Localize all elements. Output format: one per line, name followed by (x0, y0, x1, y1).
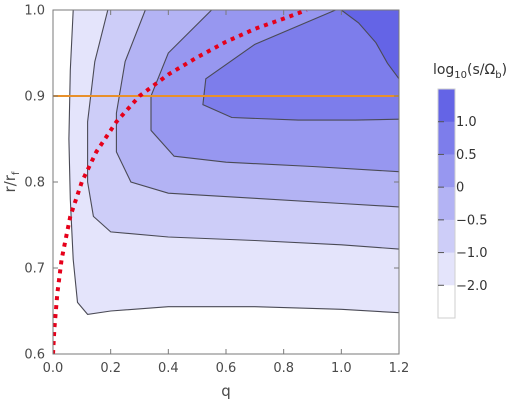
legend-level-label: 0.5 (456, 148, 477, 163)
contour-line--2 (68, 10, 399, 315)
legend-swatch (438, 219, 455, 254)
x-tick-label: 0.4 (158, 361, 179, 376)
legend-swatch (438, 187, 455, 221)
contour-line-0 (150, 10, 399, 173)
y-tick-label: 0.7 (24, 262, 45, 277)
y-tick-label: 0.6 (24, 348, 45, 363)
legend-swatch (438, 252, 455, 286)
dotted-boundary-curve (53, 10, 308, 354)
region-above-level-1 (341, 10, 399, 79)
x-tick-label: 0.0 (43, 361, 64, 376)
legend-level-label: 1.0 (456, 115, 477, 130)
x-tick-label: 0.2 (100, 361, 121, 376)
legend-level-label: −1.0 (456, 246, 488, 261)
contour-line--0_5 (115, 10, 399, 208)
legend-level-label: −0.5 (456, 213, 488, 228)
legend-swatch (438, 121, 455, 155)
x-tick-label: 0.6 (216, 361, 237, 376)
legend-level-label: 0 (456, 181, 464, 196)
contour-line--1 (87, 10, 399, 250)
legend-swatch (438, 89, 455, 123)
x-tick-label: 1.0 (331, 361, 352, 376)
x-axis-title: q (221, 382, 231, 400)
contour-line-1 (340, 10, 399, 80)
legend-level-label: −2.0 (456, 279, 488, 294)
y-tick-label: 0.9 (24, 90, 45, 105)
region-above-level-0_5 (202, 10, 399, 121)
legend-swatch (438, 154, 455, 188)
y-axis-title: r/rf (1, 171, 22, 192)
legend-bar-frame (437, 88, 456, 319)
x-tick-label: 0.8 (273, 361, 294, 376)
y-tick-label: 0.8 (24, 176, 45, 191)
legend-swatch (438, 285, 455, 319)
contour-line-0_5 (202, 10, 399, 121)
legend-title: log10(s/Ωb) (433, 62, 507, 81)
x-tick-label: 1.2 (389, 361, 410, 376)
y-tick-label: 1.0 (24, 4, 45, 19)
